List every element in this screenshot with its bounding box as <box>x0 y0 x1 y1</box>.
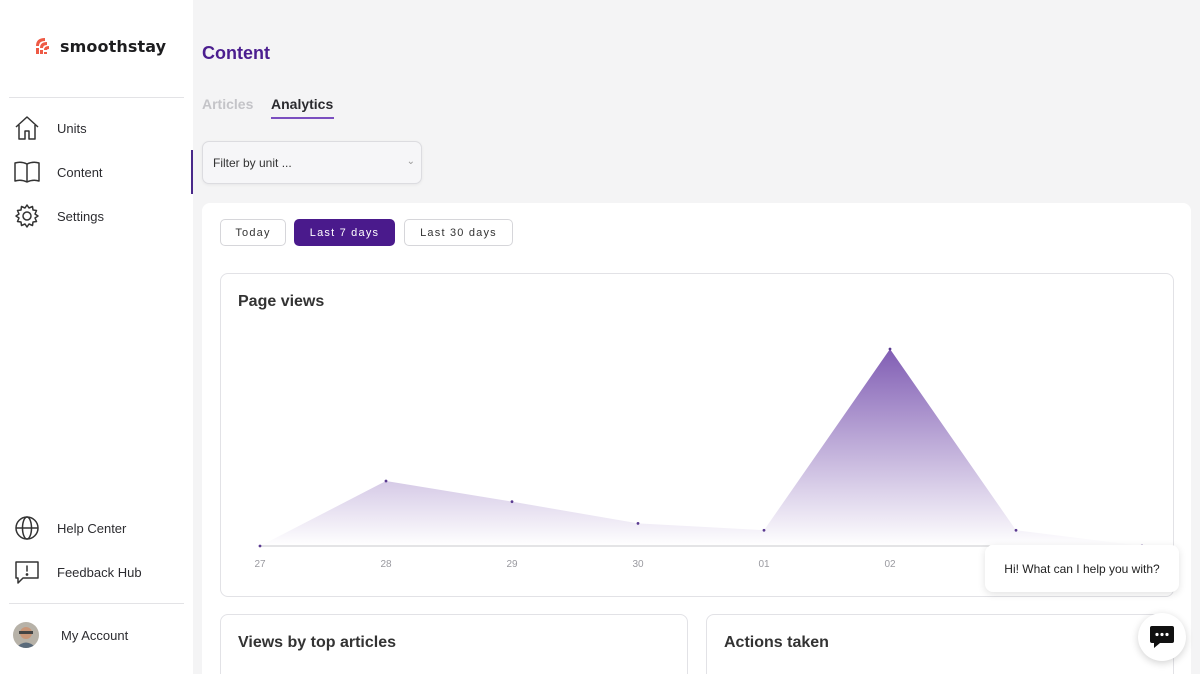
page-title: Content <box>202 43 270 63</box>
range-last-30-days-button[interactable]: Last 30 days <box>404 219 513 246</box>
sidebar-item-label: Settings <box>57 208 104 224</box>
brand-name: smoothstay <box>60 36 167 56</box>
x-tick-label: 01 <box>758 559 770 570</box>
data-point-29[interactable] <box>510 500 514 504</box>
sidebar-item-label: Units <box>57 120 87 136</box>
top-articles-title: Views by top articles <box>238 634 396 651</box>
chat-icon <box>1150 626 1174 648</box>
gear-icon <box>13 203 40 230</box>
data-point-03[interactable] <box>1014 528 1018 532</box>
unit-filter-select[interactable]: Filter by unit ... ⌄ <box>202 141 422 184</box>
page-views-area <box>260 349 1142 546</box>
unit-filter-placeholder: Filter by unit ... <box>213 156 292 170</box>
sidebar-item-content[interactable]: Content <box>13 157 103 187</box>
globe-icon <box>13 515 40 542</box>
actions-taken-panel <box>706 614 1174 674</box>
data-point-01[interactable] <box>762 528 766 532</box>
chart-title: Page views <box>238 293 325 310</box>
sidebar-item-label: Content <box>57 164 103 180</box>
feedback-icon <box>13 559 40 586</box>
avatar <box>13 622 39 648</box>
x-tick-label: 27 <box>254 559 266 570</box>
sidebar: smoothstay Units Content Settings <box>0 0 193 674</box>
sidebar-item-help-center[interactable]: Help Center <box>13 513 126 543</box>
active-tab-underline <box>271 117 334 119</box>
top-articles-panel <box>220 614 688 674</box>
sidebar-item-units[interactable]: Units <box>13 113 87 143</box>
data-point-30[interactable] <box>636 521 640 525</box>
sidebar-item-label: Help Center <box>57 520 127 536</box>
x-tick-label: 30 <box>632 559 644 570</box>
home-icon <box>13 115 40 142</box>
sidebar-item-label: Feedback Hub <box>57 564 142 580</box>
range-last-7-days-button[interactable]: Last 7 days <box>294 219 395 246</box>
sidebar-divider <box>9 603 184 604</box>
data-point-28[interactable] <box>384 479 388 483</box>
tab-analytics[interactable]: Analytics <box>271 96 334 112</box>
tab-articles[interactable]: Articles <box>202 96 254 112</box>
x-tick-label: 28 <box>380 559 392 570</box>
range-today-button[interactable]: Today <box>220 219 286 246</box>
data-point-02[interactable] <box>888 347 892 351</box>
chevron-down-icon: ⌄ <box>406 156 415 167</box>
sidebar-divider <box>9 97 184 98</box>
x-tick-label: 29 <box>506 559 518 570</box>
book-icon <box>13 159 40 186</box>
sidebar-item-label: My Account <box>61 627 129 643</box>
sunrise-stripes-logo-icon <box>36 38 49 54</box>
chat-greeting-bubble[interactable]: Hi! What can I help you with? <box>985 545 1179 592</box>
brand-logo[interactable]: smoothstay <box>35 36 166 56</box>
active-nav-indicator <box>191 150 193 194</box>
sidebar-item-settings[interactable]: Settings <box>13 201 104 231</box>
data-point-27[interactable] <box>258 544 262 548</box>
actions-taken-title: Actions taken <box>724 634 829 651</box>
sidebar-item-my-account[interactable]: My Account <box>13 620 128 650</box>
x-tick-label: 02 <box>884 559 896 570</box>
chat-launcher-button[interactable] <box>1138 613 1186 661</box>
sidebar-item-feedback-hub[interactable]: Feedback Hub <box>13 557 142 587</box>
